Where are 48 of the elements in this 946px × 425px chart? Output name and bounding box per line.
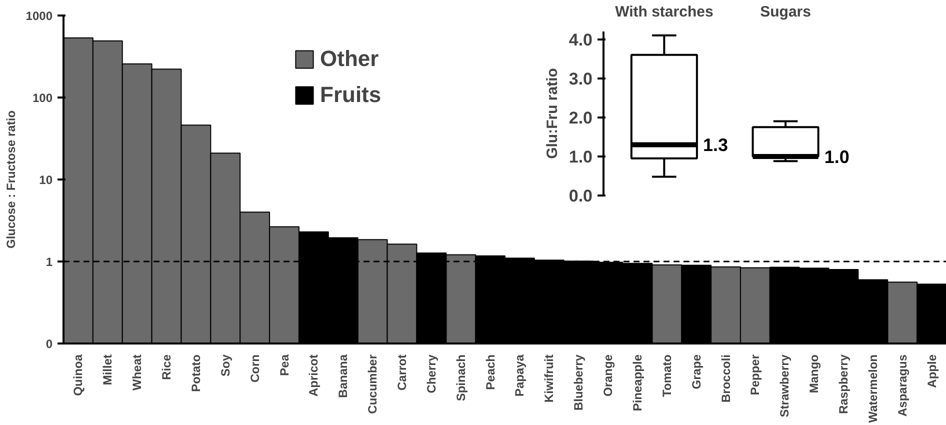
annotation: 1.0 [824,146,850,167]
x-tick-label: Corn [248,354,262,382]
x-tick-label: Pepper [748,354,762,396]
x-tick-label: Strawberry [778,354,792,418]
x-tick-label: Rice [160,354,174,380]
y-tick-label: 3.0 [568,69,593,88]
y-tick-label: 4.0 [568,30,593,50]
x-tick-label: Quinoa [71,354,86,396]
x-tick-label: Sugars [760,4,811,20]
x-tick-label: Orange [601,354,616,397]
legend-label: Fruits [320,82,382,108]
y-axis-title: Glu:Fru ratio [544,68,561,159]
x-tick-label: Papaya [512,354,527,397]
y-tick-label: 100 [32,91,53,105]
x-tick-label: Cherry [424,354,438,394]
annotation: 1.3 [703,135,728,156]
x-tick-label: Wheat [130,354,144,390]
x-tick-label: With starches [615,4,714,20]
x-tick-label: Grape [689,354,704,390]
x-tick-label: Potato [188,354,203,392]
x-tick-label: Watermelon [866,354,880,423]
x-tick-label: Soy [218,354,232,377]
x-tick-label: Raspberry [836,354,850,414]
y-tick-label: 0.0 [568,186,593,206]
x-tick-label: Millet [100,354,115,386]
y-tick-label: 2.0 [568,108,593,128]
x-tick-label: Cucumber [366,354,380,414]
x-tick-label: Mango [807,354,822,394]
y-tick-label: 0 [46,337,53,351]
x-tick-label: Tomato [660,354,674,397]
x-tick-label: Apple [924,354,939,388]
x-tick-label: Pea [277,354,292,376]
x-tick-label: Banana [336,354,350,398]
x-tick-label: Carrot [394,354,409,391]
x-tick-label: Apricot [306,354,321,396]
y-tick-label: 1.0 [568,147,593,166]
x-tick-label: Asparagus [895,354,910,417]
x-tick-label: Blueberry [572,354,586,411]
y-tick-label: 1 [46,255,53,269]
y-tick-label: 1000 [26,9,53,23]
x-tick-label: Spinach [454,354,468,402]
y-axis-title: Glucose : Fructose ratio [4,110,18,249]
y-tick-label: 10 [39,173,53,187]
x-tick-label: Broccoli [718,354,733,403]
legend-label: Other [320,46,379,72]
x-tick-label: Kiwifruit [542,354,556,402]
x-tick-label: Peach [483,354,498,390]
x-tick-label: Pineapple [630,354,644,412]
